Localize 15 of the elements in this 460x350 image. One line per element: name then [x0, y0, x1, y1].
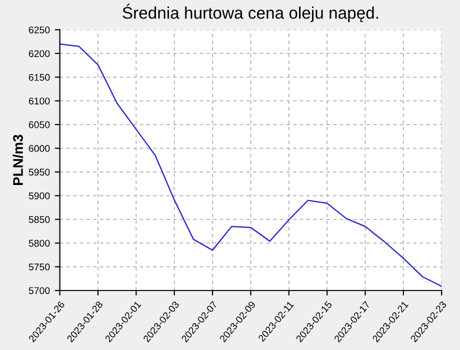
y-tick-label: 5750 [28, 264, 50, 270]
y-axis-title: PLN/m3 [12, 134, 24, 186]
y-tick-label: 6100 [28, 98, 50, 104]
y-tick-label: 5950 [28, 168, 50, 176]
line-series [60, 43, 442, 287]
y-tick-label: 6000 [28, 145, 50, 152]
chart-title: Średnia hurtowa cena oleju napęd. [122, 4, 378, 22]
y-tick-label: 5900 [28, 192, 50, 200]
y-tick-label: 5800 [28, 240, 50, 247]
y-tick-label: 6250 [28, 26, 50, 34]
y-tick-label: 6200 [28, 50, 50, 58]
y-tick-label: 6150 [28, 74, 50, 81]
y-tick-label: 5700 [28, 287, 50, 294]
y-tick-label: 5850 [28, 216, 50, 224]
y-tick-label: 6050 [28, 121, 50, 128]
